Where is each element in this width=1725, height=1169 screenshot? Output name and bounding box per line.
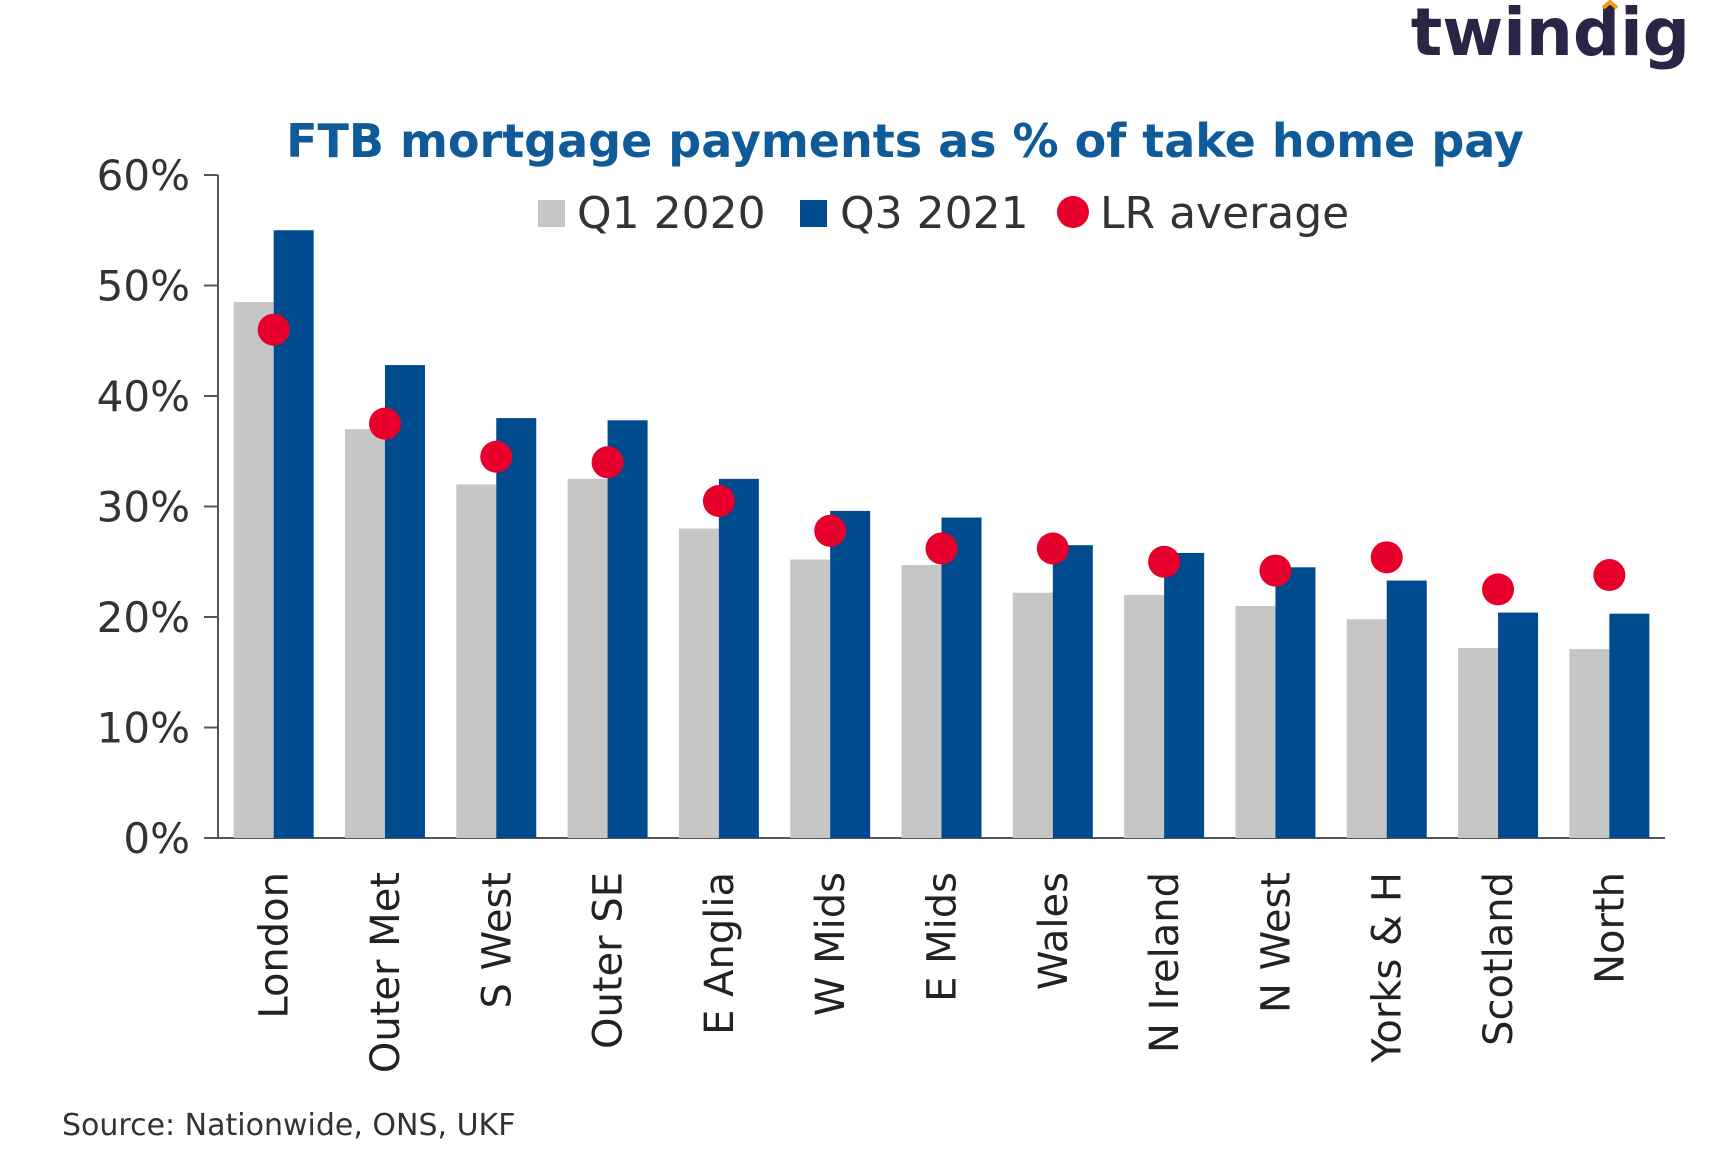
legend-label-lr-average: LR average (1100, 188, 1349, 239)
bar-q1-2020 (1346, 619, 1387, 838)
category-label: North (1587, 872, 1633, 984)
bar-q1-2020 (790, 559, 831, 838)
bar-q3-2021 (607, 420, 648, 838)
point-lr-average (1036, 532, 1069, 565)
bar-q1-2020 (344, 429, 385, 838)
bar-q1-2020 (1012, 592, 1053, 838)
bar-q1-2020 (233, 302, 274, 838)
y-tick-label: 0% (123, 814, 190, 863)
category-labels: London Outer Met S West Outer SE E Anglia W M… (252, 872, 1634, 1073)
twindig-logo: twindig (1411, 0, 1690, 71)
bar-q3-2021 (1052, 545, 1093, 838)
category-label: E Mids (920, 872, 966, 1002)
bar-q3-2021 (1498, 612, 1539, 838)
bar-q3-2021 (718, 478, 759, 838)
y-tick-label: 50% (97, 262, 190, 311)
category-label: W Mids (808, 872, 854, 1016)
legend-swatch-q1-2020 (538, 200, 565, 227)
legend-swatch-lr-average (1057, 196, 1089, 228)
category-label: N Ireland (1142, 872, 1188, 1053)
legend: Q1 2020 Q3 2021 LR average (538, 188, 1349, 239)
category-label: Scotland (1476, 872, 1522, 1046)
category-label: E Anglia (697, 872, 743, 1035)
series-q1-2020 (233, 302, 1610, 838)
series-q3-2021 (273, 230, 1650, 838)
category-label: Outer Met (363, 872, 409, 1073)
bar-q3-2021 (1275, 567, 1316, 838)
point-lr-average (1482, 573, 1515, 606)
point-lr-average (257, 313, 290, 346)
bar-q1-2020 (567, 478, 608, 838)
y-tick-label: 20% (97, 593, 190, 642)
series-lr-average (257, 313, 1626, 606)
point-lr-average (814, 514, 847, 547)
point-lr-average (368, 407, 401, 440)
point-lr-average (1370, 541, 1403, 574)
brand-logo-text: twindig (1411, 0, 1690, 71)
point-lr-average (702, 484, 735, 517)
y-tick-label: 40% (97, 372, 190, 421)
category-label: N West (1253, 872, 1299, 1013)
point-lr-average (591, 446, 624, 479)
point-lr-average (1148, 545, 1181, 578)
source-note: Source: Nationwide, ONS, UKF (62, 1108, 515, 1143)
y-tick-label: 30% (97, 483, 190, 532)
category-label: S West (474, 872, 520, 1008)
bar-q1-2020 (1458, 647, 1499, 838)
bar-q1-2020 (1124, 594, 1165, 838)
bar-q3-2021 (1164, 552, 1205, 838)
point-lr-average (1593, 559, 1626, 592)
point-lr-average (1259, 554, 1292, 587)
bar-q3-2021 (1609, 613, 1650, 838)
category-label: Yorks & H (1365, 872, 1411, 1064)
y-tick-label: 60% (97, 151, 190, 200)
bar-q3-2021 (496, 418, 537, 838)
legend-label-q1-2020: Q1 2020 (577, 188, 766, 239)
bar-q1-2020 (678, 528, 719, 838)
point-lr-average (925, 532, 958, 565)
legend-label-q3-2021: Q3 2021 (840, 188, 1029, 239)
bar-q1-2020 (901, 565, 942, 838)
bar-q3-2021 (1386, 580, 1427, 838)
category-label: Outer SE (586, 872, 632, 1049)
category-label: Wales (1031, 872, 1077, 990)
bar-q3-2021 (941, 517, 982, 838)
chart-title: FTB mortgage payments as % of take home … (286, 114, 1524, 168)
bar-q1-2020 (1569, 649, 1610, 838)
bar-q1-2020 (1235, 605, 1276, 838)
y-axis: 0% 10% 20% 30% 40% 50% 60% (97, 151, 219, 863)
brand-roof-icon (1601, 0, 1619, 10)
bar-q1-2020 (456, 484, 497, 838)
legend-swatch-q3-2021 (800, 200, 827, 227)
category-label: London (252, 872, 298, 1019)
bar-q3-2021 (384, 365, 425, 838)
point-lr-average (480, 440, 513, 473)
y-tick-label: 10% (97, 704, 190, 753)
bar-q3-2021 (830, 510, 871, 838)
